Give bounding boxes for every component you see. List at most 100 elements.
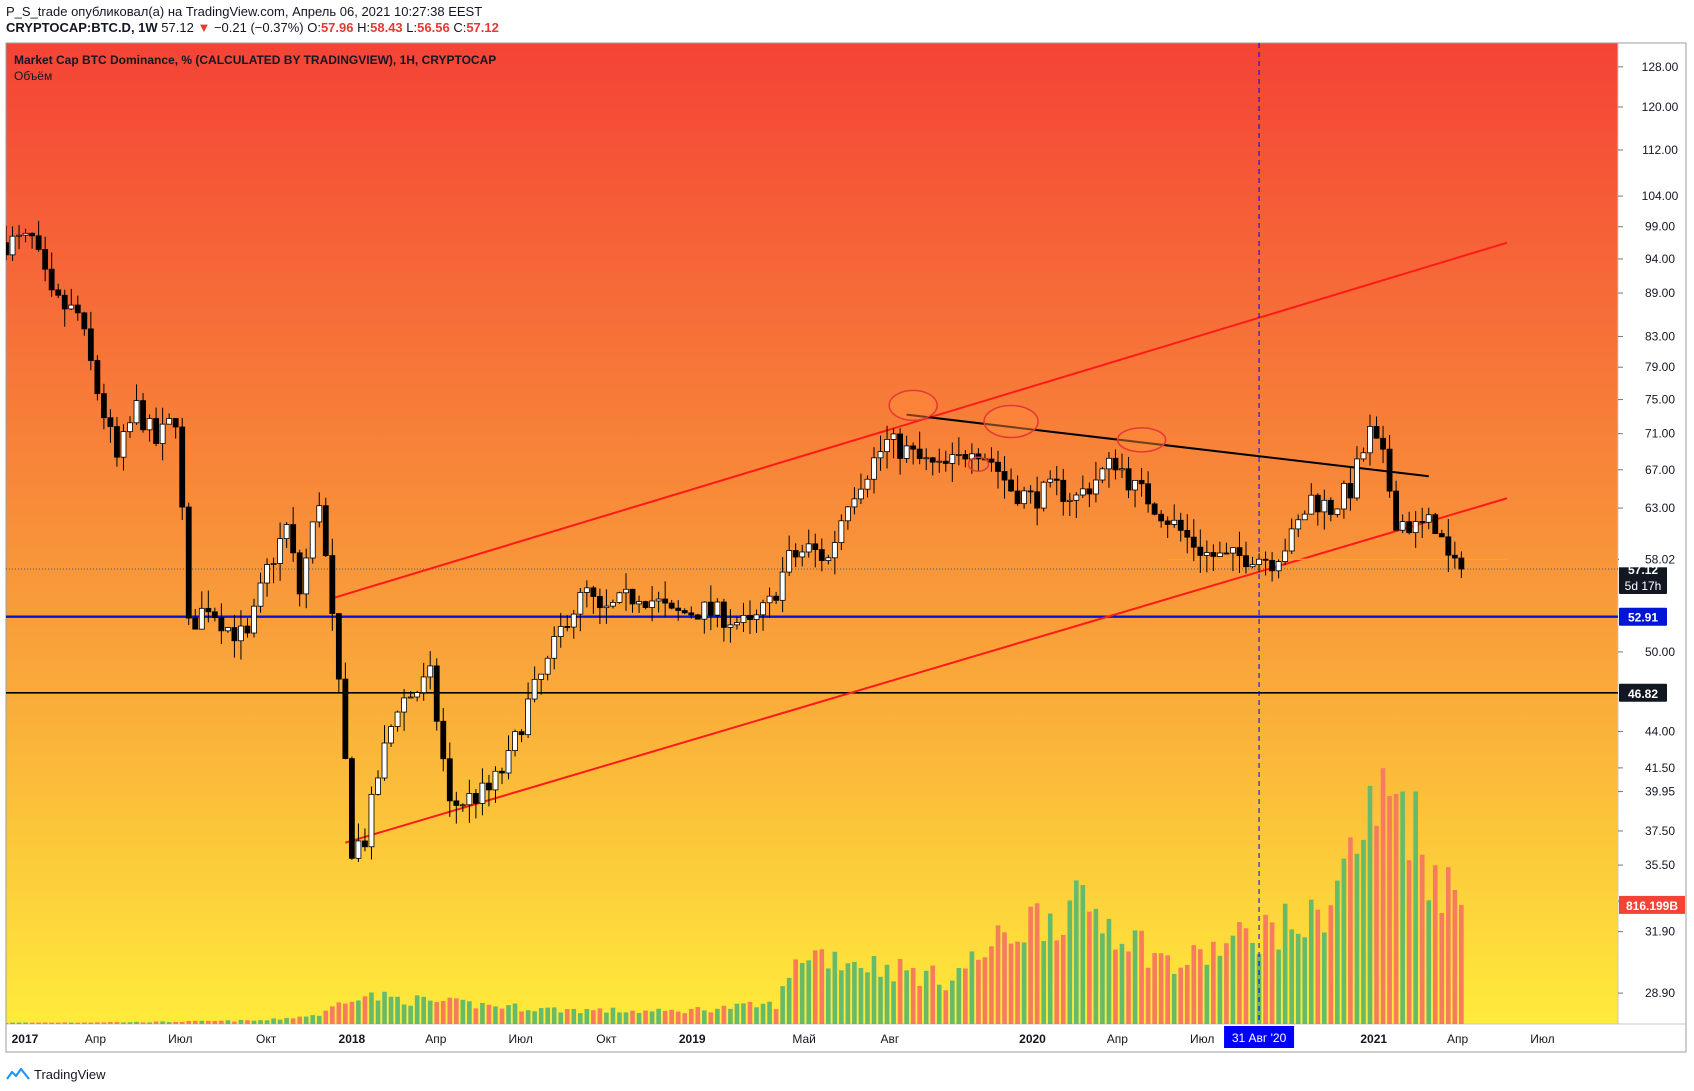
volume-bar	[1047, 913, 1053, 1024]
volume-bar	[551, 1007, 557, 1024]
y-tick-label: 71.00	[1645, 427, 1675, 441]
volume-bar	[643, 1010, 648, 1024]
volume-bar	[421, 996, 426, 1024]
volume-bar	[408, 1005, 413, 1024]
candle-body	[1086, 488, 1093, 495]
y-tick-label: 28.90	[1645, 986, 1675, 1000]
candle-body	[1066, 499, 1073, 502]
volume-bar	[525, 1010, 531, 1024]
candle-body	[290, 524, 297, 554]
candle-body	[1177, 519, 1184, 531]
volume-bars	[6, 768, 1464, 1024]
candle-body	[1288, 528, 1295, 552]
volume-bar	[62, 1022, 68, 1024]
volume-bar	[1446, 867, 1451, 1024]
y-tick-label: 89.00	[1645, 286, 1675, 300]
candle-body	[1419, 521, 1426, 523]
candle-body	[1425, 514, 1432, 523]
volume-bar	[989, 946, 994, 1024]
candle-body	[1347, 483, 1354, 499]
footer-brand[interactable]: TradingView	[34, 1066, 106, 1082]
volume-bar	[1054, 940, 1060, 1024]
volume-bar	[623, 1012, 629, 1024]
candle-body	[590, 587, 597, 597]
candle-body	[270, 563, 277, 565]
candle-body	[420, 676, 427, 693]
candle-body	[303, 557, 310, 595]
volume-bar	[225, 1020, 231, 1024]
candle-body	[616, 592, 623, 603]
x-tick-label: Май	[792, 1032, 816, 1046]
highlight-ellipse[interactable]	[983, 404, 1039, 439]
x-tick-label: Апр	[85, 1032, 107, 1046]
candle-body	[1190, 536, 1197, 548]
candle-body	[466, 793, 473, 806]
candle-body	[1262, 558, 1269, 561]
candle-body	[231, 627, 238, 642]
volume-bar	[290, 1018, 296, 1024]
candle-body	[825, 557, 832, 561]
candle-body	[838, 520, 845, 543]
candle-body	[577, 592, 584, 615]
candle-body	[766, 595, 773, 604]
candle-body	[681, 610, 688, 614]
volume-bar	[910, 967, 916, 1024]
volume-bar	[1008, 943, 1014, 1024]
volume-bar	[793, 959, 798, 1024]
volume-bar	[519, 1011, 524, 1024]
volume-bar	[826, 968, 831, 1024]
candle-body	[929, 457, 936, 463]
ohlc-line: CRYPTOCAP:BTC.D, 1W 57.12 ▼ −0.21 (−0.37…	[6, 20, 499, 36]
volume-bar	[258, 1020, 263, 1024]
volume-bar	[1191, 945, 1197, 1024]
candle-body	[1216, 552, 1223, 557]
candle-body	[1034, 491, 1041, 509]
candle-body	[1145, 483, 1152, 505]
resistance-trendline[interactable]	[906, 413, 1429, 478]
candle-body	[309, 521, 316, 559]
volume-bar	[1152, 953, 1157, 1024]
candle-body	[335, 613, 342, 680]
y-tick-label: 44.00	[1645, 724, 1675, 738]
candle-body	[884, 439, 890, 453]
channel-lower-trendline[interactable]	[345, 497, 1508, 844]
author-name[interactable]: P_S_trade	[6, 4, 68, 19]
volume-bar	[349, 1001, 355, 1024]
volume-bar	[1211, 941, 1216, 1024]
highlight-ellipse[interactable]	[1116, 427, 1167, 453]
candle-body	[1164, 520, 1171, 525]
candle-body	[792, 550, 799, 558]
volume-bar	[1322, 932, 1327, 1024]
volume-bar	[55, 1022, 61, 1024]
x-tick-label: 2020	[1019, 1032, 1046, 1046]
volume-bar	[427, 1000, 433, 1024]
volume-bar	[734, 1003, 740, 1024]
candle-body	[16, 234, 22, 237]
volume-bar	[1452, 890, 1458, 1024]
volume-bar	[336, 1002, 342, 1024]
candle-body	[1334, 508, 1341, 515]
volume-bar	[1002, 932, 1007, 1024]
volume-bar	[1060, 935, 1066, 1024]
y-tick-label: 75.00	[1645, 393, 1675, 407]
candle-body	[1073, 494, 1080, 501]
candle-body	[1249, 564, 1256, 568]
volume-bar	[819, 949, 825, 1024]
volume-bar	[545, 1007, 550, 1024]
highlight-ellipse[interactable]	[888, 389, 938, 422]
volume-bar	[1361, 839, 1366, 1024]
price-tag-bg	[1619, 683, 1667, 702]
candle-body	[133, 400, 140, 424]
highlight-ellipse[interactable]	[967, 456, 990, 472]
candle-body	[694, 614, 701, 620]
volume-bar	[1426, 900, 1432, 1024]
candle-body	[218, 617, 225, 632]
volume-bar	[395, 996, 400, 1024]
candle-body	[1412, 521, 1419, 534]
volume-bar	[134, 1021, 139, 1024]
candle-body	[877, 451, 884, 459]
price-tag-bg	[1619, 607, 1667, 626]
volume-tag-bg	[1619, 895, 1685, 914]
